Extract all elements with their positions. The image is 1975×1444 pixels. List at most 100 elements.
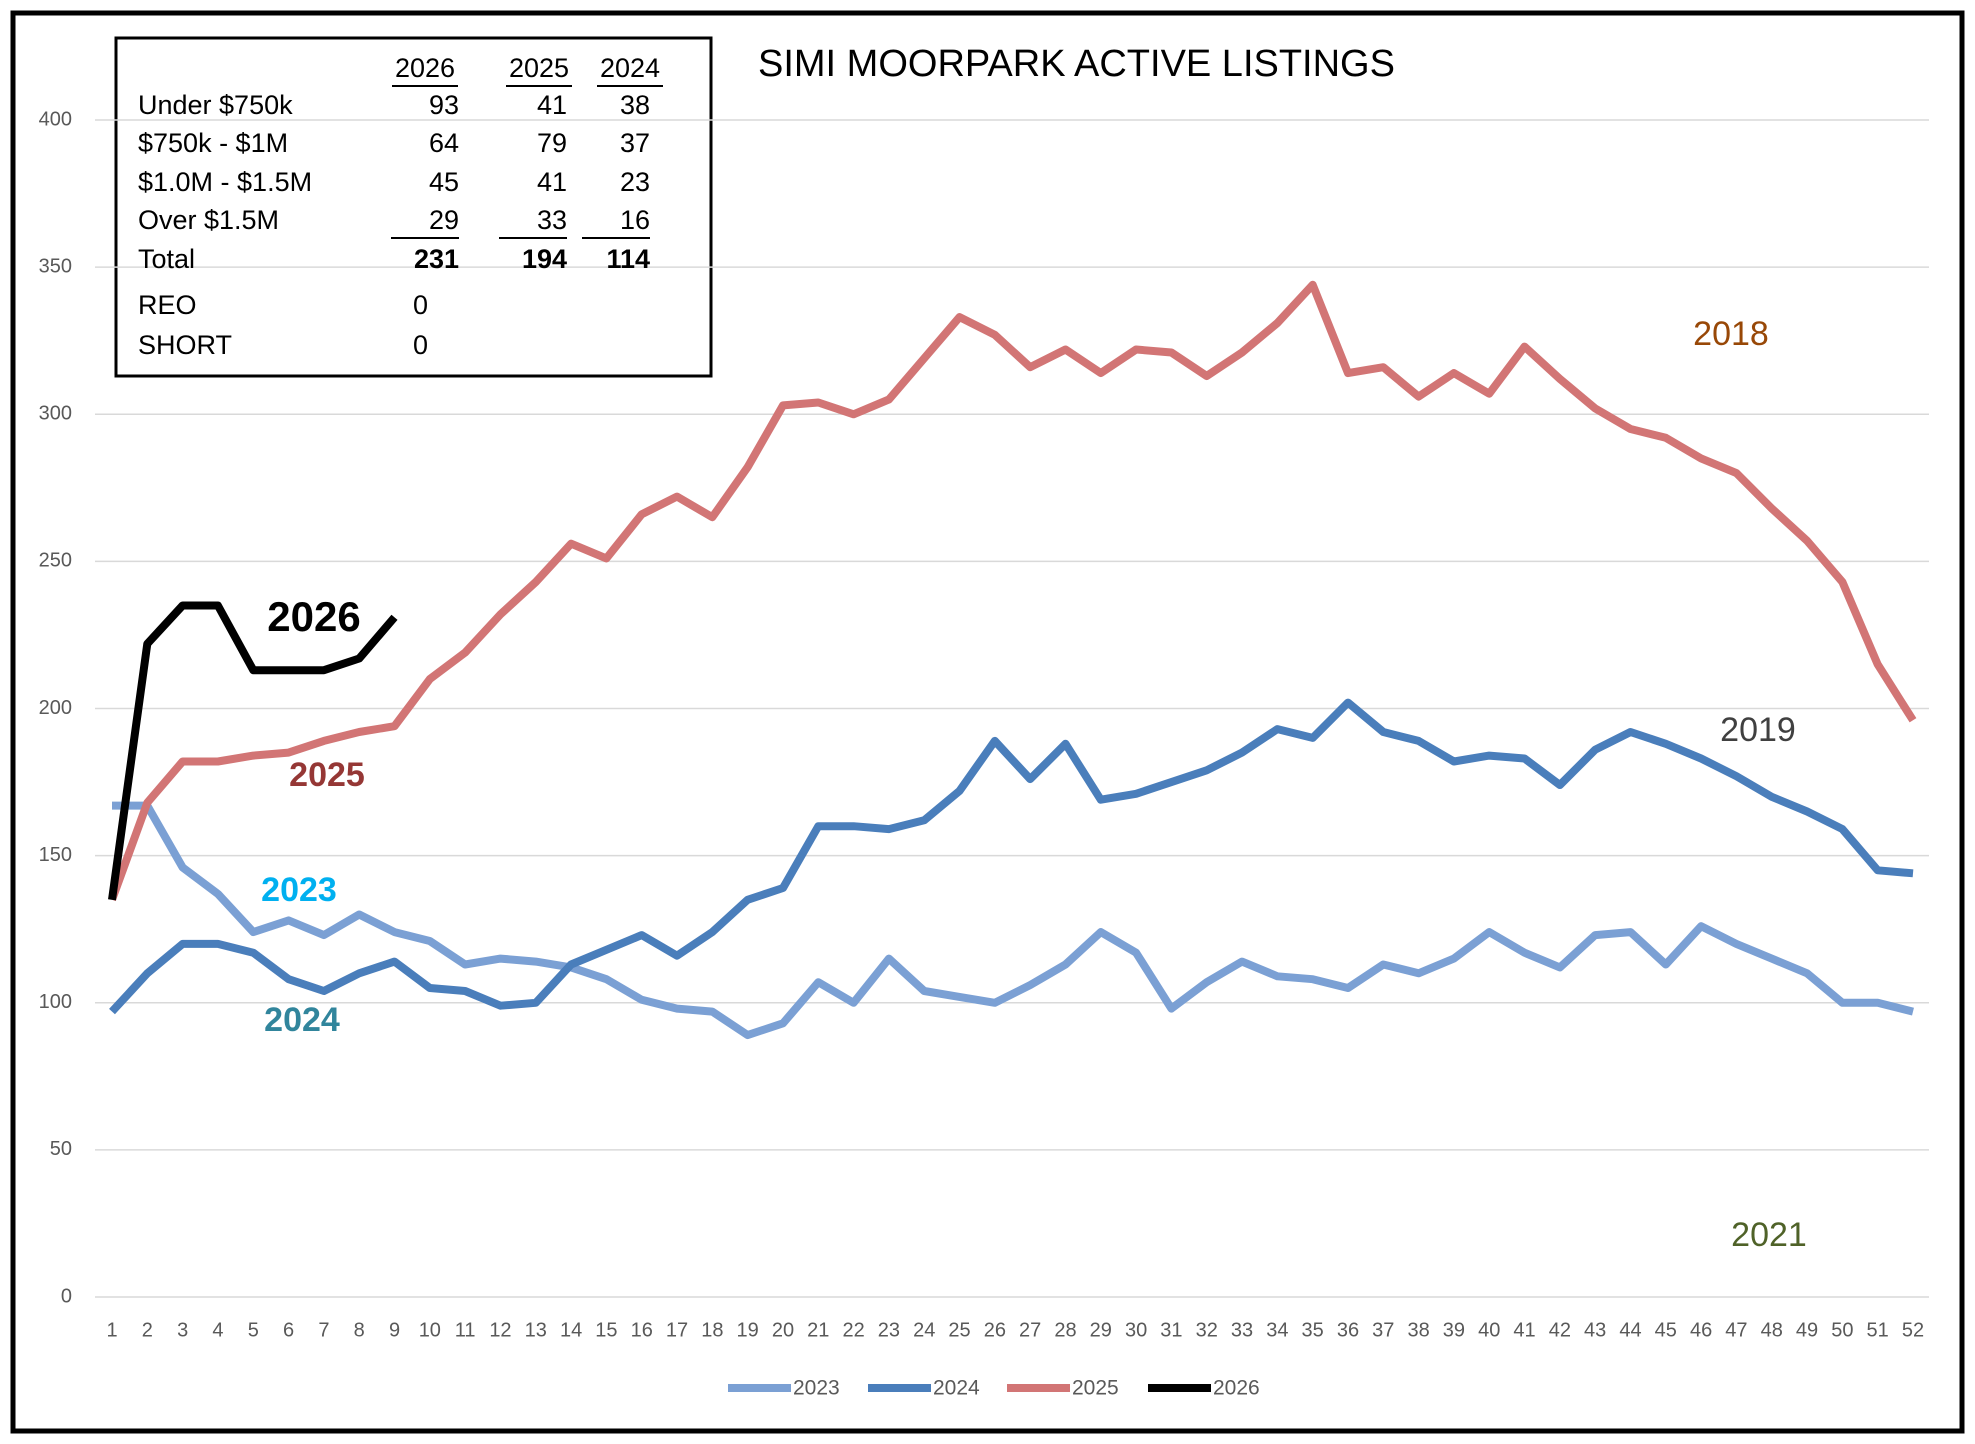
table-cell: 0 — [413, 330, 428, 360]
legend-label: 2024 — [933, 1377, 980, 1400]
x-tick-label: 19 — [737, 1319, 759, 1341]
table-header: 2024 — [600, 53, 660, 83]
x-tick-label: 26 — [984, 1319, 1006, 1341]
x-tick-label: 17 — [666, 1319, 688, 1341]
table-cell: 0 — [413, 290, 428, 320]
x-tick-label: 11 — [455, 1319, 476, 1341]
x-tick-label: 28 — [1054, 1319, 1076, 1341]
table-cell: 64 — [429, 128, 459, 158]
y-tick-label: 50 — [50, 1138, 72, 1160]
table-cell: 45 — [429, 167, 459, 197]
table-cell: 23 — [620, 167, 650, 197]
x-tick-label: 50 — [1831, 1319, 1853, 1341]
x-tick-label: 8 — [354, 1319, 365, 1341]
table-cell: 231 — [414, 244, 459, 274]
table-cell: 16 — [620, 205, 650, 235]
table-cell: 93 — [429, 90, 459, 120]
x-tick-label: 20 — [772, 1319, 794, 1341]
x-tick-label: 24 — [913, 1319, 935, 1341]
x-tick-label: 35 — [1302, 1319, 1324, 1341]
x-tick-label: 3 — [177, 1319, 188, 1341]
x-tick-label: 9 — [389, 1319, 400, 1341]
y-tick-label: 0 — [61, 1285, 72, 1307]
table-row-label: Over $1.5M — [138, 205, 279, 235]
legend-label: 2025 — [1072, 1377, 1119, 1400]
x-tick-label: 22 — [842, 1319, 864, 1341]
x-tick-label: 42 — [1549, 1319, 1571, 1341]
annotation: 2026 — [267, 593, 360, 640]
x-tick-label: 32 — [1196, 1319, 1218, 1341]
x-tick-label: 2 — [142, 1319, 153, 1341]
table-cell: 114 — [606, 244, 650, 274]
y-tick-label: 300 — [39, 403, 72, 425]
x-tick-label: 27 — [1019, 1319, 1041, 1341]
x-tick-label: 40 — [1478, 1319, 1500, 1341]
x-tick-label: 5 — [248, 1319, 259, 1341]
x-tick-label: 31 — [1160, 1319, 1182, 1341]
x-tick-label: 7 — [318, 1319, 329, 1341]
x-tick-label: 18 — [701, 1319, 723, 1341]
y-tick-label: 400 — [39, 108, 72, 130]
x-tick-label: 21 — [807, 1319, 829, 1341]
table-row-label: Under $750k — [138, 90, 293, 120]
x-tick-label: 37 — [1372, 1319, 1394, 1341]
x-tick-label: 4 — [212, 1319, 223, 1341]
x-tick-label: 36 — [1337, 1319, 1359, 1341]
x-tick-label: 52 — [1902, 1319, 1924, 1341]
x-tick-label: 38 — [1407, 1319, 1429, 1341]
x-tick-label: 48 — [1761, 1319, 1783, 1341]
table-row-label: $1.0M - $1.5M — [138, 167, 312, 197]
annotation: 2021 — [1731, 1216, 1807, 1254]
x-tick-label: 49 — [1796, 1319, 1818, 1341]
table-cell: 38 — [620, 90, 650, 120]
table-cell: 33 — [537, 205, 567, 235]
annotation: 2019 — [1720, 711, 1796, 749]
table-cell: 194 — [522, 244, 567, 274]
table-row-label: Total — [138, 244, 195, 274]
annotation: 2023 — [261, 871, 337, 909]
x-tick-label: 13 — [525, 1319, 547, 1341]
annotation: 2025 — [289, 756, 365, 794]
legend-label: 2023 — [793, 1377, 840, 1400]
x-tick-label: 39 — [1443, 1319, 1465, 1341]
table-row-label: $750k - $1M — [138, 128, 288, 158]
x-tick-label: 6 — [283, 1319, 294, 1341]
table-cell: 41 — [537, 167, 567, 197]
x-tick-label: 30 — [1125, 1319, 1147, 1341]
x-tick-label: 46 — [1690, 1319, 1712, 1341]
annotation: 2018 — [1693, 315, 1769, 353]
x-tick-label: 47 — [1725, 1319, 1747, 1341]
table-cell: 79 — [537, 128, 567, 158]
y-tick-label: 150 — [39, 844, 72, 866]
series-line — [112, 801, 1914, 1040]
table-row-label: REO — [138, 290, 197, 320]
x-tick-label: 12 — [489, 1319, 511, 1341]
table-cell: 37 — [620, 128, 650, 158]
inset-table-box — [114, 36, 713, 378]
y-tick-label: 250 — [39, 550, 72, 572]
x-tick-label: 33 — [1231, 1319, 1253, 1341]
chart-title: SIMI MOORPARK ACTIVE LISTINGS — [758, 43, 1395, 85]
series-line — [108, 601, 398, 901]
x-tick-label: 14 — [560, 1319, 582, 1341]
series-line — [108, 280, 1917, 902]
x-tick-label: 23 — [878, 1319, 900, 1341]
x-tick-label: 45 — [1655, 1319, 1677, 1341]
x-tick-label: 1 — [106, 1319, 117, 1341]
y-tick-label: 100 — [39, 991, 72, 1013]
x-tick-label: 10 — [419, 1319, 441, 1341]
annotation: 2024 — [264, 1001, 340, 1039]
x-tick-label: 43 — [1584, 1319, 1606, 1341]
table-row-label: SHORT — [138, 330, 232, 360]
x-tick-label: 41 — [1513, 1319, 1535, 1341]
table-header: 2026 — [395, 53, 455, 83]
table-cell: 29 — [429, 205, 459, 235]
x-tick-label: 34 — [1266, 1319, 1288, 1341]
series-line — [109, 698, 1914, 1015]
table-cell: 41 — [537, 90, 567, 120]
table-header: 2025 — [509, 53, 569, 83]
legend-label: 2026 — [1213, 1377, 1260, 1400]
x-tick-label: 29 — [1090, 1319, 1112, 1341]
